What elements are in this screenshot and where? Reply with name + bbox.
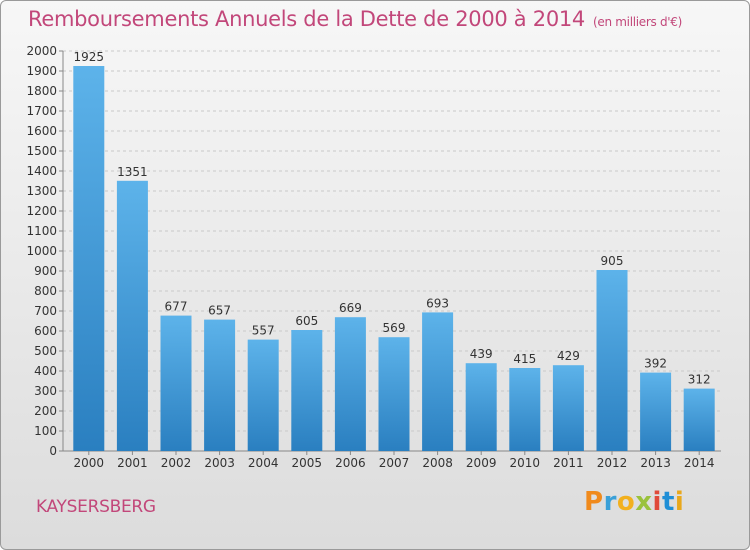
x-tick-label: 2003 (204, 456, 235, 470)
bar (640, 372, 672, 451)
bar-value-label: 677 (165, 300, 188, 314)
x-tick-label: 2009 (466, 456, 497, 470)
bar-value-label: 905 (601, 254, 624, 268)
bar-value-label: 693 (426, 296, 449, 310)
y-tick-label: 1100 (26, 224, 57, 238)
x-tick-label: 2014 (684, 456, 715, 470)
x-tick-label: 2001 (117, 456, 148, 470)
y-axis: 0 100 200 300 400 500 600 700 800 900 1000 1100 1200… (26, 44, 57, 458)
y-tick-label: 2000 (26, 44, 57, 58)
y-tick-label: 200 (34, 404, 57, 418)
y-tick-label: 1300 (26, 184, 57, 198)
bar-value-label: 429 (557, 349, 580, 363)
bar (116, 180, 148, 452)
logo-letter: P (584, 487, 604, 517)
logo-letter: t (661, 487, 675, 517)
bar-value-label: 1925 (74, 50, 105, 64)
bar (552, 365, 584, 451)
y-tick-label: 600 (34, 324, 57, 338)
bar-value-label: 439 (470, 347, 493, 361)
y-tick-label: 800 (34, 284, 57, 298)
y-tick-label: 1400 (26, 164, 57, 178)
x-tick-label: 2011 (553, 456, 584, 470)
bar (509, 368, 541, 451)
y-tick-label: 1500 (26, 144, 57, 158)
bar-value-label: 657 (208, 304, 231, 318)
y-tick-label: 1800 (26, 84, 57, 98)
bar (204, 319, 236, 451)
chart-title: Remboursements Annuels de la Dette de 20… (28, 7, 682, 31)
y-tick-label: 100 (34, 424, 57, 438)
x-tick-label: 2012 (597, 456, 628, 470)
logo-letter: i (652, 487, 662, 517)
x-tick-label: 2005 (292, 456, 323, 470)
x-axis: 2000 2001 2002 2003 2004 2005 2006 2007 2008 2009… (74, 451, 715, 470)
bar-value-label: 557 (252, 324, 275, 338)
bar (334, 317, 366, 451)
x-tick-label: 2002 (161, 456, 192, 470)
title-unit: (en milliers d'€) (593, 15, 683, 29)
x-tick-label: 2007 (379, 456, 410, 470)
commune-name: KAYSERSBERG (36, 497, 156, 517)
bar-value-label: 312 (688, 373, 711, 387)
bar (422, 312, 454, 451)
y-tick-label: 1600 (26, 124, 57, 138)
y-tick-label: 700 (34, 304, 57, 318)
logo-letter: r (603, 487, 617, 517)
bar-value-label: 669 (339, 301, 362, 315)
bar (160, 315, 192, 451)
y-tick-label: 500 (34, 344, 57, 358)
bar (247, 339, 279, 451)
x-tick-label: 2000 (74, 456, 105, 470)
x-tick-label: 2008 (422, 456, 453, 470)
title-text: Remboursements Annuels de la Dette de 20… (28, 7, 585, 31)
y-tick-label: 1000 (26, 244, 57, 258)
bar (683, 388, 715, 451)
bar-value-label: 392 (644, 357, 667, 371)
y-tick-label: 300 (34, 384, 57, 398)
bar (465, 363, 497, 451)
bar (596, 270, 628, 451)
y-tick-label: 900 (34, 264, 57, 278)
x-tick-label: 2006 (335, 456, 366, 470)
bar-series: 1925 1351 677 657 557 605 669 569 693 439 415 429 90… (73, 50, 715, 452)
bar-value-label: 605 (295, 314, 318, 328)
bar (73, 66, 105, 451)
x-tick-label: 2013 (640, 456, 671, 470)
bar-value-label: 1351 (117, 165, 148, 179)
logo-letter: o (616, 487, 636, 517)
y-tick-label: 400 (34, 364, 57, 378)
bar-value-label: 569 (383, 321, 406, 335)
logo-letter: x (635, 487, 653, 517)
proxiti-logo[interactable]: Proxiti (584, 487, 684, 517)
y-tick-label: 1700 (26, 104, 57, 118)
y-tick-label: 1900 (26, 64, 57, 78)
y-tick-label: 1200 (26, 204, 57, 218)
bar (291, 330, 323, 451)
y-tick-label: 0 (49, 444, 57, 458)
logo-letter: i (674, 487, 685, 517)
x-tick-label: 2010 (510, 456, 541, 470)
bar-value-label: 415 (513, 352, 536, 366)
bar (378, 337, 410, 451)
x-tick-label: 2004 (248, 456, 279, 470)
